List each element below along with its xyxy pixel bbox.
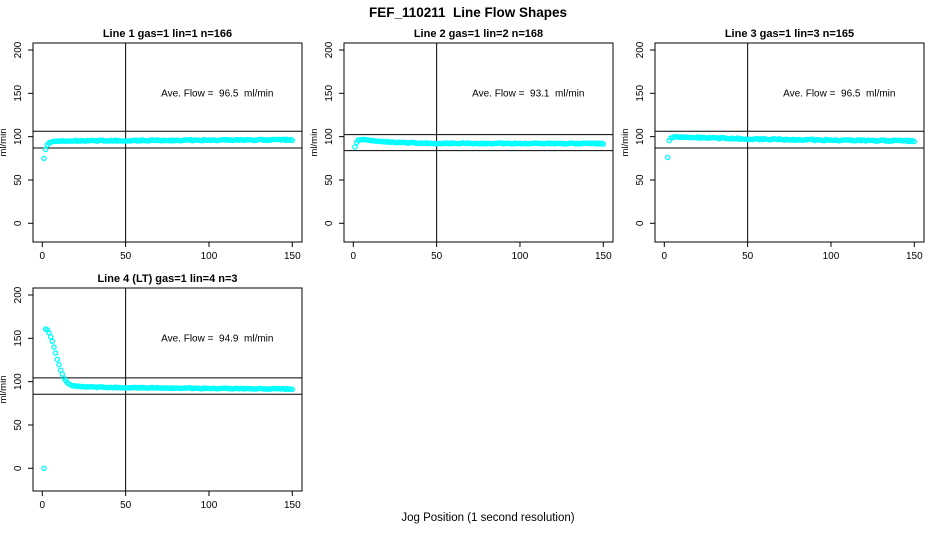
y-tick-label: 100	[13, 128, 24, 145]
plot-panel-line-2: Line 2 gas=1 lin=2 n=168 0 50 100 150 0 50 100 1…	[309, 28, 614, 262]
y-axis-label: ml/min	[0, 376, 9, 404]
data-point	[41, 465, 47, 472]
x-tick-label: 100	[823, 251, 840, 262]
series-points	[41, 136, 296, 162]
series-points	[664, 133, 918, 161]
ave-flow-annotation: Ave. Flow = 96.5 ml/min	[783, 88, 895, 99]
x-tick-label: 50	[742, 251, 754, 262]
data-point	[352, 144, 358, 150]
x-tick-label: 0	[351, 251, 357, 262]
x-axis-label: Jog Position (1 second resolution)	[401, 512, 575, 524]
y-tick-label: 200	[635, 41, 646, 58]
y-tick-label: 50	[13, 419, 24, 431]
data-point	[42, 146, 49, 153]
x-tick-label: 50	[120, 251, 132, 262]
plot-panel-line-3: Line 3 gas=1 lin=3 n=165 0 50 100 150 0 50 100 1…	[620, 28, 925, 262]
y-tick-label: 150	[324, 85, 335, 102]
y-tick-label: 100	[13, 373, 24, 390]
y-tick-label: 0	[13, 465, 24, 471]
data-point	[289, 386, 296, 393]
data-point	[52, 350, 59, 356]
x-tick-label: 0	[40, 251, 46, 262]
y-tick-label: 50	[635, 174, 646, 186]
plot-box	[32, 42, 303, 243]
x-tick-label: 100	[201, 500, 218, 511]
x-tick-label: 150	[284, 500, 301, 511]
y-tick-label: 50	[13, 174, 24, 186]
data-point	[41, 155, 47, 162]
x-tick-label: 0	[662, 251, 668, 262]
plot-panel-line-4: Line 4 (LT) gas=1 lin=4 n=3 0 50 100 150 0 50 1…	[0, 273, 303, 511]
data-point	[47, 334, 54, 340]
plot-box	[343, 42, 614, 243]
panel-title: Line 1 gas=1 lin=1 n=166	[103, 28, 232, 40]
y-tick-label: 200	[324, 41, 335, 58]
y-axis-label: ml/min	[0, 129, 9, 157]
panel-title: Line 4 (LT) gas=1 lin=4 n=3	[97, 273, 237, 285]
x-tick-label: 150	[906, 251, 923, 262]
x-tick-label: 150	[595, 251, 612, 262]
ave-flow-annotation: Ave. Flow = 94.9 ml/min	[161, 333, 273, 344]
data-point	[664, 154, 671, 161]
panel-title: Line 2 gas=1 lin=2 n=168	[414, 28, 543, 40]
figure-title: FEF_110211 Line Flow Shapes	[368, 5, 568, 20]
series-points	[352, 136, 607, 150]
y-tick-label: 200	[13, 286, 24, 303]
y-tick-label: 0	[324, 220, 335, 226]
plot-box	[654, 42, 925, 243]
ave-flow-annotation: Ave. Flow = 93.1 ml/min	[472, 88, 584, 99]
data-point	[54, 356, 61, 363]
x-tick-label: 0	[40, 500, 46, 511]
x-tick-label: 50	[431, 251, 443, 262]
data-point	[51, 344, 57, 350]
y-tick-label: 150	[13, 85, 24, 102]
y-tick-label: 150	[13, 330, 24, 347]
plot-panel-line-1: Line 1 gas=1 lin=1 n=166 0 50 100 150 0 50 100 1…	[0, 28, 303, 262]
y-tick-label: 200	[13, 41, 24, 58]
x-tick-label: 100	[201, 251, 218, 262]
plot-box	[32, 287, 303, 492]
y-axis-label: ml/min	[309, 129, 320, 157]
y-axis-label: ml/min	[620, 129, 631, 157]
series-points	[41, 326, 296, 472]
y-tick-label: 100	[635, 128, 646, 145]
panel-title: Line 3 gas=1 lin=3 n=165	[725, 28, 854, 40]
data-point	[911, 138, 918, 145]
y-tick-label: 0	[13, 220, 24, 226]
y-tick-label: 0	[635, 220, 646, 226]
data-point	[49, 338, 56, 345]
ave-flow-annotation: Ave. Flow = 96.5 ml/min	[161, 88, 273, 99]
x-tick-label: 150	[284, 251, 301, 262]
y-tick-label: 150	[635, 85, 646, 102]
x-tick-label: 100	[512, 251, 529, 262]
data-point	[600, 141, 607, 147]
x-tick-label: 50	[120, 500, 132, 511]
y-tick-label: 50	[324, 174, 335, 186]
y-tick-label: 100	[324, 128, 335, 145]
data-point	[289, 137, 296, 144]
data-point	[56, 361, 62, 368]
